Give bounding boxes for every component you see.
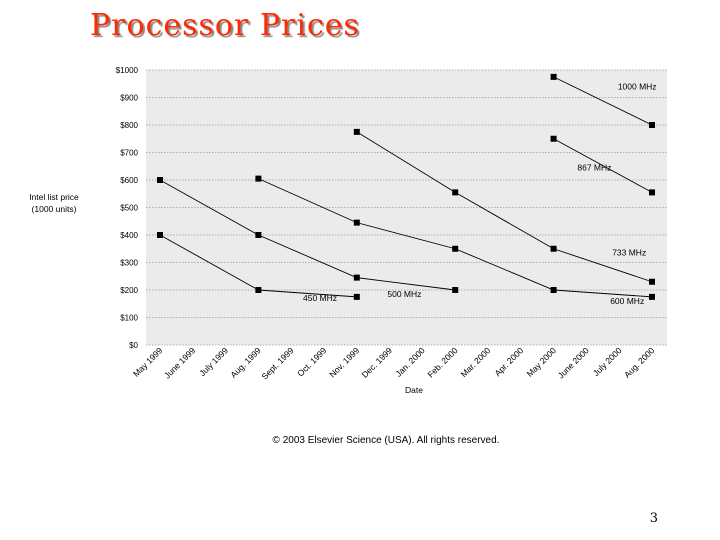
series-label: 867 MHz [577, 162, 611, 172]
x-tick-label: June 2000 [556, 345, 591, 380]
data-point [452, 245, 459, 252]
x-tick-label: July 1999 [197, 345, 230, 378]
data-point [353, 274, 360, 281]
data-point [452, 287, 459, 293]
copyright-notice: © 2003 Elsevier Science (USA). All right… [273, 435, 500, 446]
y-axis-label-line-1: Intel list price [29, 192, 79, 202]
series-line [159, 179, 456, 291]
x-tick-label: Sept. 1999 [259, 345, 295, 381]
y-tick-label: $500 [120, 204, 138, 213]
y-tick-label: $900 [120, 94, 138, 103]
y-axis-ticks: $0 $100 $200 $300 $400 $500 $600 $700 $800 $900 $1… [116, 66, 139, 350]
data-point [550, 73, 557, 80]
data-point [550, 135, 557, 142]
data-point [649, 278, 655, 285]
x-tick-label: Aug. 2000 [622, 345, 657, 380]
y-tick-label: $700 [120, 149, 138, 158]
x-tick-label: Dec. 1999 [360, 345, 395, 380]
data-point [550, 287, 557, 293]
data-point [157, 232, 163, 238]
series-label: 600 MHz [610, 296, 644, 306]
x-tick-label: May 1999 [131, 345, 165, 379]
data-point [550, 245, 557, 252]
data-point [649, 122, 655, 128]
data-point [353, 293, 360, 300]
y-tick-label: $800 [120, 121, 138, 130]
y-tick-label: $1000 [116, 66, 139, 75]
slide-title: Processor Prices [90, 8, 360, 43]
x-tick-label: May 2000 [525, 345, 559, 379]
data-point [255, 175, 262, 182]
x-tick-label: Feb. 2000 [425, 345, 459, 379]
series-label: 450 MHz [303, 293, 337, 303]
series-lines [157, 73, 655, 300]
x-tick-label: Jan. 2000 [393, 345, 427, 379]
x-tick-label: Aug. 1999 [228, 345, 263, 380]
series-line [553, 76, 653, 126]
series-label: 733 MHz [612, 248, 646, 258]
y-tick-label: $100 [120, 314, 138, 323]
data-point [452, 189, 459, 196]
y-axis-label-line-2: (1000 units) [32, 204, 77, 214]
series-labels: 450 MHz 500 MHz 600 MHz 733 MHz 867 MHz 1000 … [303, 81, 657, 306]
x-axis-label: Date [405, 385, 423, 395]
y-tick-label: $400 [120, 231, 138, 240]
y-tick-label: $300 [120, 259, 138, 268]
series-label: 500 MHz [387, 289, 421, 299]
data-point [353, 219, 360, 226]
plot-background [146, 70, 667, 345]
data-point [353, 128, 360, 135]
series-label: 1000 MHz [618, 81, 657, 91]
x-tick-label: July 2000 [591, 345, 624, 378]
x-tick-label: Mar. 2000 [459, 345, 493, 379]
series-line [553, 138, 653, 193]
data-point [649, 189, 655, 196]
x-tick-label: Apr. 2000 [492, 345, 525, 378]
y-tick-label: $0 [129, 341, 138, 350]
x-tick-label: Oct. 1999 [295, 345, 328, 378]
data-point [255, 287, 262, 293]
x-tick-label: Nov. 1999 [327, 345, 361, 379]
data-point [649, 293, 655, 300]
y-tick-label: $200 [120, 286, 138, 295]
data-point [255, 232, 262, 238]
series-line [356, 131, 653, 283]
x-tick-label: June 1999 [162, 345, 197, 380]
y-tick-label: $600 [120, 176, 138, 185]
page-number: 3 [649, 511, 658, 526]
data-point [157, 177, 163, 183]
